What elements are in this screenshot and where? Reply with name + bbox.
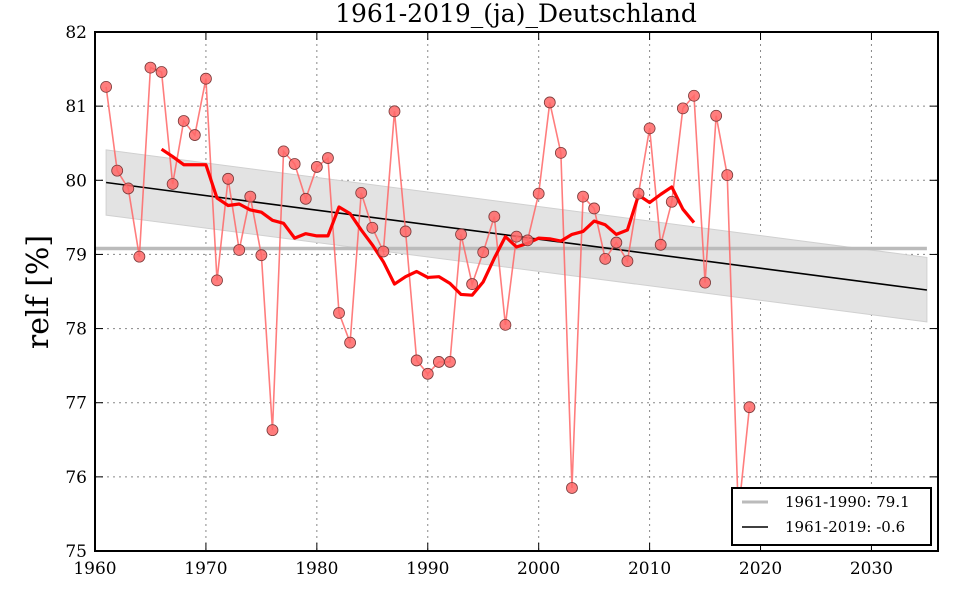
smoothed-line [160, 147, 696, 297]
x-tick-label: 1960 [73, 559, 116, 579]
x-tick-label: 1970 [184, 559, 227, 579]
data-point [177, 115, 190, 127]
data-point [643, 122, 656, 135]
data-point [444, 356, 456, 368]
data-point [355, 186, 368, 199]
x-tick-label: 2020 [739, 559, 782, 579]
data-point [377, 245, 390, 258]
data-point [710, 109, 723, 122]
y-axis-label: relf [%] [21, 235, 56, 349]
data-point [255, 249, 268, 262]
grid [95, 32, 938, 551]
data-point [310, 161, 323, 173]
data-point [466, 278, 479, 290]
data-point [566, 482, 578, 494]
data-point [588, 202, 601, 215]
data-point [277, 145, 290, 158]
y-tick-label: 81 [65, 97, 87, 117]
data-point [499, 318, 512, 331]
data-point [632, 187, 645, 200]
data-point [665, 195, 678, 208]
annual-points-layer [100, 61, 756, 520]
data-point [155, 66, 168, 78]
data-point [577, 190, 589, 203]
data-point [122, 182, 135, 195]
data-point [721, 169, 734, 181]
data-point [188, 129, 201, 141]
plot-frame [94, 31, 939, 552]
data-point [322, 152, 334, 164]
data-point [299, 192, 312, 205]
data-point [333, 307, 345, 319]
data-point [554, 146, 567, 159]
data-point [399, 225, 412, 238]
data-point [222, 172, 235, 185]
data-point [366, 221, 379, 234]
x-tick-label: 2030 [850, 559, 893, 579]
data-point [111, 164, 124, 177]
y-tick-label: 78 [65, 320, 87, 340]
data-point [599, 252, 612, 265]
legend-label-trend: 1961-2019: -0.6 [785, 518, 905, 536]
x-tick-labels: 1960 1970 1980 1990 2000 2010 2020 2030 [73, 559, 893, 579]
data-point [288, 158, 301, 170]
chart-title: 1961-2019_(ja)_Deutschland [335, 0, 697, 28]
y-tick-label: 79 [65, 245, 87, 265]
y-tick-label: 82 [65, 23, 87, 43]
data-point [743, 401, 756, 414]
y-tick-label: 76 [65, 468, 87, 488]
data-point [166, 178, 179, 190]
data-point [521, 234, 534, 247]
x-tick-label: 2010 [628, 559, 671, 579]
data-point [211, 274, 223, 287]
data-point [676, 102, 689, 115]
data-point [488, 210, 501, 223]
data-point [133, 250, 146, 263]
data-point [621, 255, 634, 268]
data-point [388, 105, 401, 118]
data-point [654, 238, 667, 251]
legend: 1961-1990: 79.1 1961-2019: -0.6 [731, 487, 932, 546]
x-tick-label: 1990 [406, 559, 449, 579]
data-point [266, 424, 279, 437]
data-point [144, 61, 157, 74]
axis-ticks [94, 31, 938, 552]
data-point [543, 96, 556, 109]
data-point [244, 190, 257, 203]
y-tick-label: 75 [65, 542, 87, 562]
data-point [688, 89, 700, 102]
data-point [200, 72, 212, 85]
data-point [532, 187, 545, 200]
x-tick-label: 2000 [517, 559, 560, 579]
data-point [699, 276, 711, 289]
y-tick-label: 80 [65, 171, 87, 191]
data-point [610, 236, 623, 249]
legend-box [731, 487, 932, 546]
y-tick-labels: 75 76 77 78 79 80 81 82 [65, 23, 87, 562]
legend-label-reference: 1961-1990: 79.1 [785, 493, 910, 511]
data-point [100, 80, 112, 93]
y-tick-label: 77 [65, 394, 87, 414]
data-point [455, 228, 467, 241]
x-tick-label: 1980 [295, 559, 338, 579]
data-point [421, 367, 434, 380]
data-point [477, 246, 490, 259]
data-point [344, 336, 357, 349]
data-point [432, 356, 445, 368]
data-point [233, 244, 246, 256]
data-point [510, 230, 523, 243]
smoothed-series-layer [160, 147, 696, 297]
data-point [410, 354, 423, 367]
